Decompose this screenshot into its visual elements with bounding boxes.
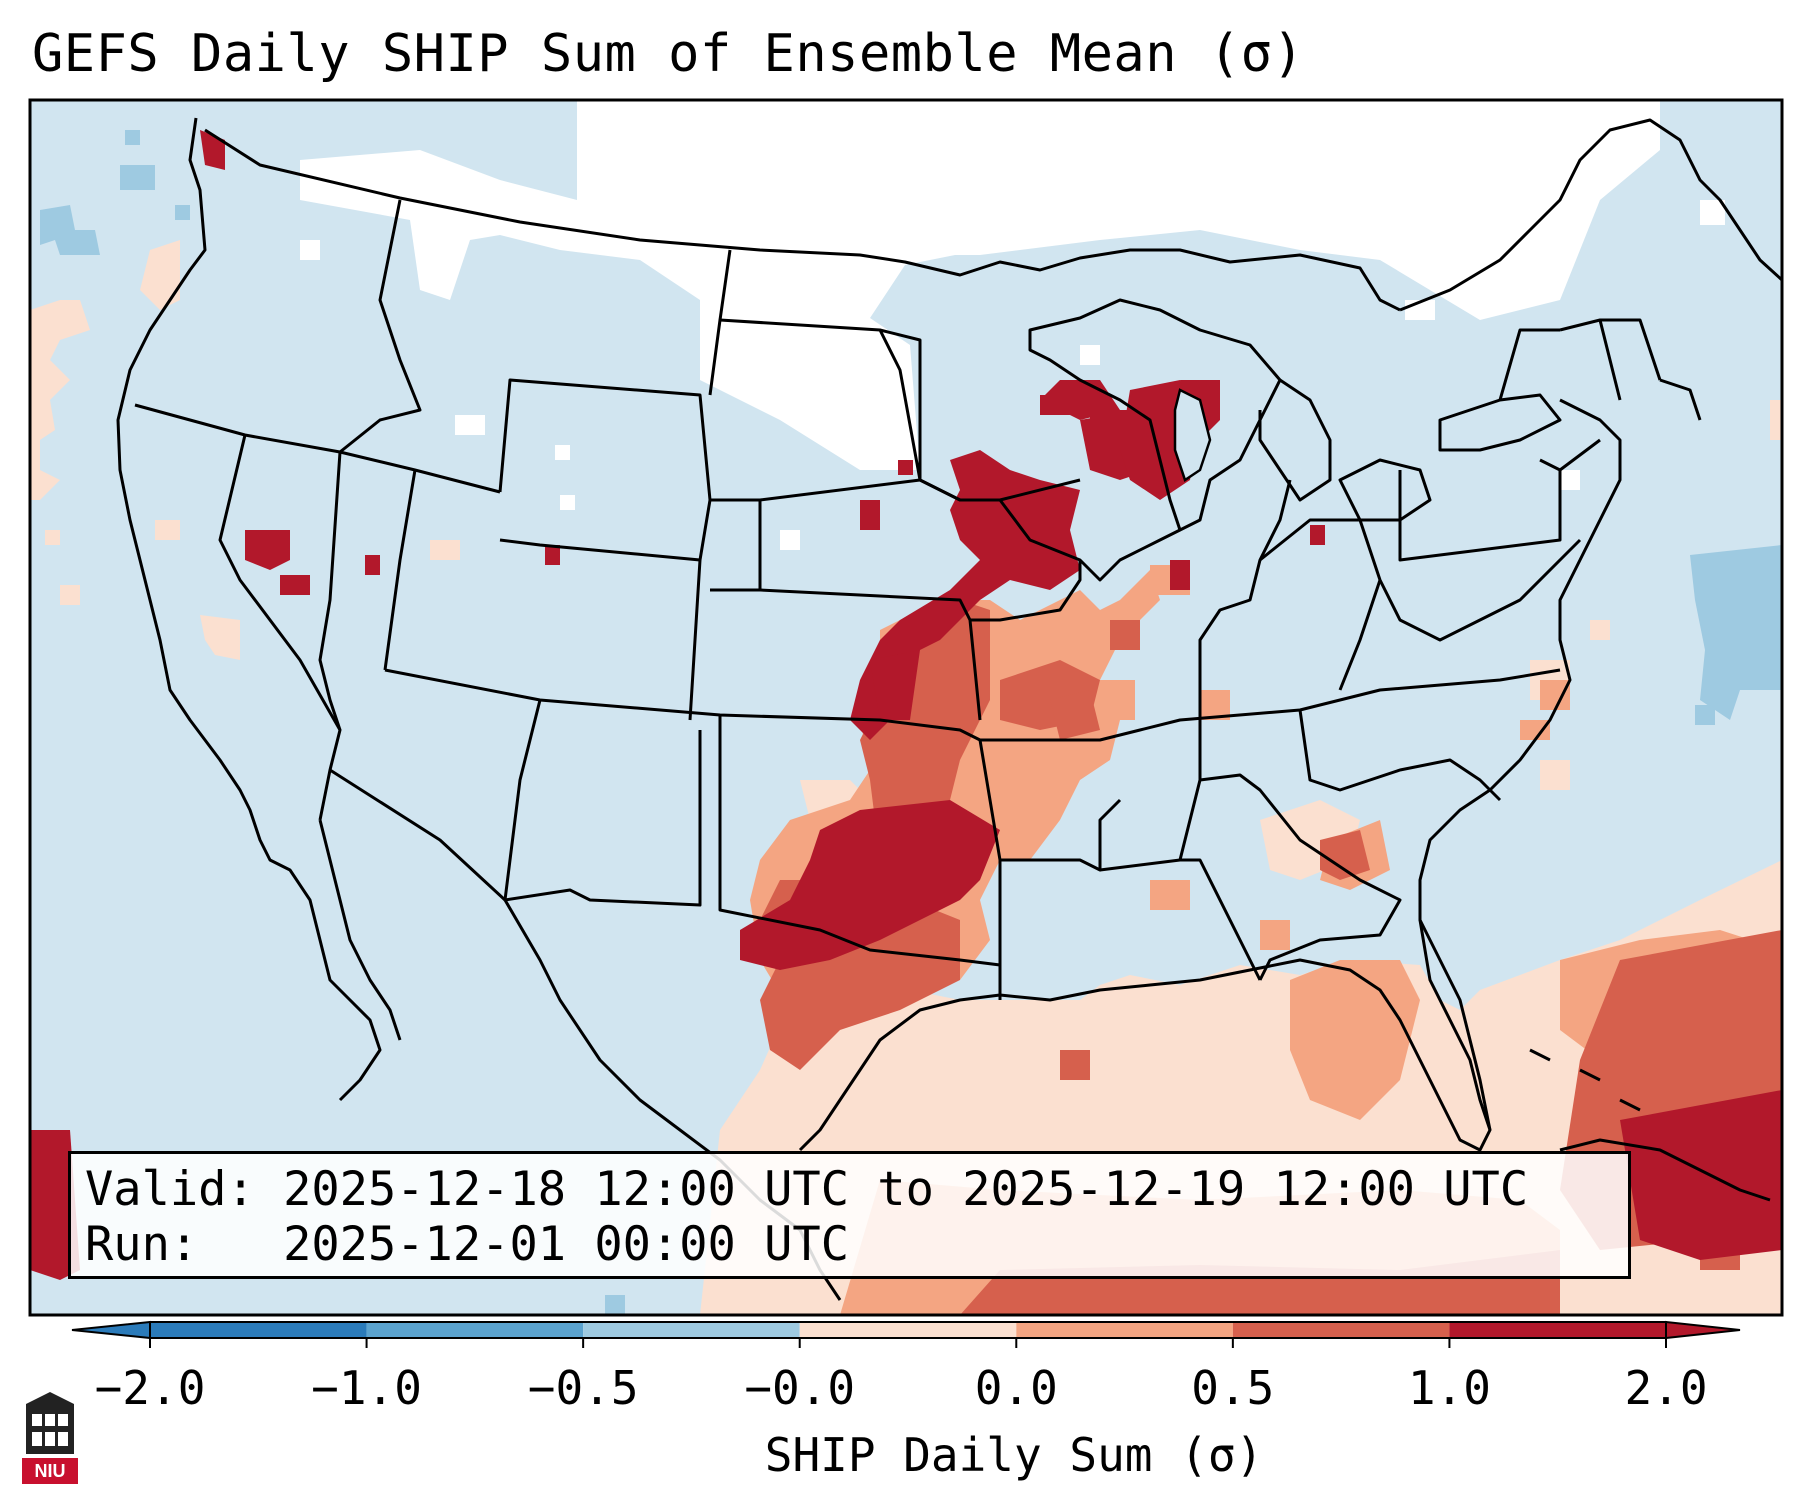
valid-run-info-box: Valid: 2025-12-18 12:00 UTC to 2025-12-1… xyxy=(68,1151,1631,1279)
valid-label: Valid: xyxy=(85,1162,255,1217)
valid-time-range: 2025-12-18 12:00 UTC to 2025-12-19 12:00… xyxy=(283,1162,1529,1217)
niu-logo: NIU xyxy=(22,1392,78,1484)
coastlines-and-borders xyxy=(116,117,1782,1301)
colorbar-label: SHIP Daily Sum (σ) xyxy=(764,1428,1264,1482)
map-title: GEFS Daily SHIP Sum of Ensemble Mean (σ) xyxy=(32,24,1305,84)
university-building-icon xyxy=(22,1392,78,1484)
run-label: Run: xyxy=(85,1217,199,1272)
colorbar-segment xyxy=(366,1322,584,1338)
map-frame xyxy=(28,98,1784,1317)
run-time: 2025-12-01 00:00 UTC xyxy=(283,1217,850,1272)
niu-logo-text: NIU xyxy=(34,1461,66,1481)
colorbar-segment xyxy=(1449,1322,1666,1338)
colorbar-tick-label: −1.0 xyxy=(311,1361,422,1415)
colorbar-segment xyxy=(1016,1322,1233,1338)
colorbar-tick-label: 0.0 xyxy=(974,1361,1058,1415)
colorbar-tick-label: −0.5 xyxy=(527,1361,639,1415)
colorbar-tick-label: 0.5 xyxy=(1191,1361,1275,1415)
colorbar-segment xyxy=(799,1322,1017,1338)
negative-patches xyxy=(40,130,1782,1315)
colorbar-extend-high xyxy=(1665,1320,1741,1340)
colorbar-segment xyxy=(583,1322,800,1338)
lake-fills xyxy=(1173,388,1212,482)
colorbar-frame xyxy=(149,1321,1667,1339)
neutral-patches xyxy=(300,100,1725,550)
colorbar-tick-label: 2.0 xyxy=(1624,1361,1708,1415)
colorbar-segment xyxy=(1232,1322,1450,1338)
colorbar-tick-label: −0.0 xyxy=(744,1361,856,1415)
colorbar-tick-label: −2.0 xyxy=(94,1361,206,1415)
colorbar-tick-label: 1.0 xyxy=(1407,1361,1491,1415)
colorbar-extend-low xyxy=(71,1320,151,1340)
colorbar-segment xyxy=(150,1322,367,1338)
colorbar xyxy=(71,1320,1741,1348)
